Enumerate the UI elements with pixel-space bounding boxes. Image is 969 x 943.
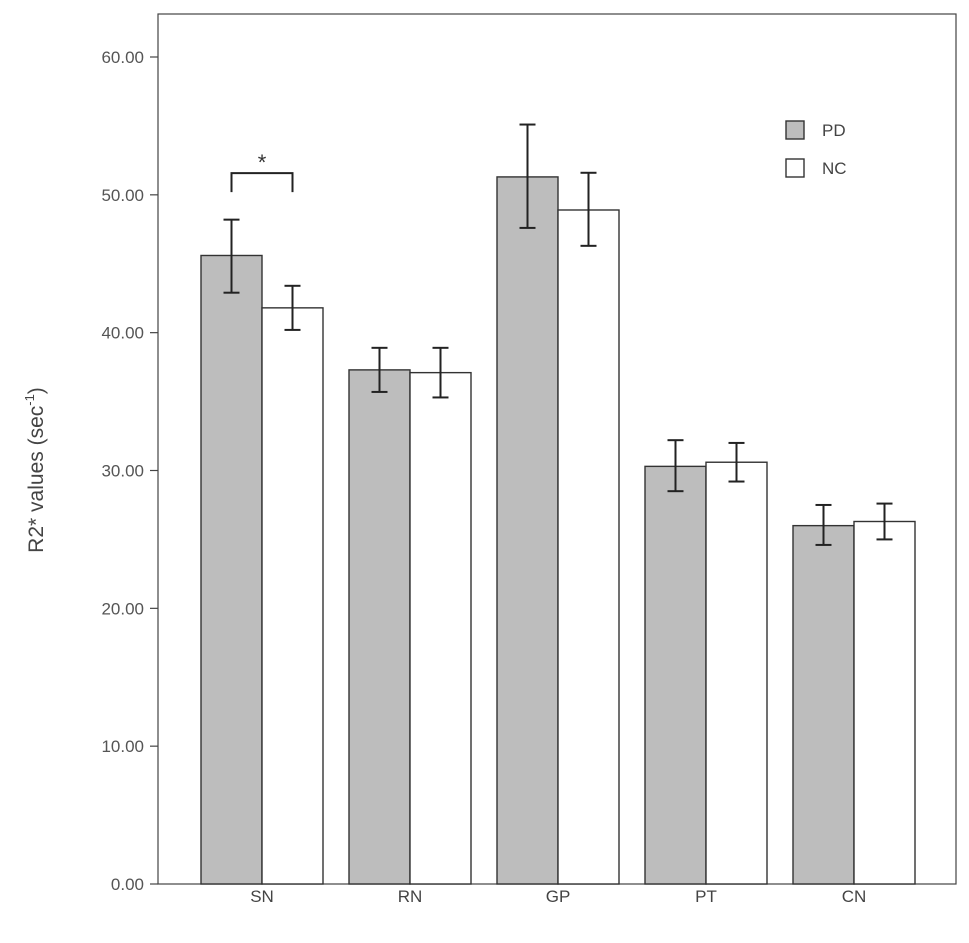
legend-label-pd: PD	[822, 121, 846, 140]
bar-nc-sn	[261, 307, 324, 885]
x-tick-label: PT	[695, 887, 717, 906]
bar-nc-rn	[409, 371, 472, 885]
y-axis: 0.00 10.00 20.00 30.00 40.00 50.00 60.00	[101, 48, 158, 894]
y-tick-label: 20.00	[101, 599, 144, 618]
y-axis-title-close: )	[25, 387, 48, 394]
legend-swatch-pd	[785, 120, 805, 140]
legend: PD NC	[785, 120, 847, 178]
x-tick-label: RN	[398, 887, 423, 906]
bar-nc-gp	[557, 209, 620, 885]
y-axis-title-main: R2* values (sec	[25, 406, 48, 553]
error-bars	[223, 123, 893, 546]
x-tick-label: GP	[546, 887, 571, 906]
y-tick-label: 10.00	[101, 737, 144, 756]
y-tick-label: 40.00	[101, 324, 144, 343]
x-axis-categories: SN RN GP PT CN	[250, 887, 866, 906]
significance-marker: *	[258, 150, 267, 175]
bar-nc-pt	[705, 461, 768, 885]
y-tick-label: 0.00	[111, 875, 144, 894]
bar-pd-cn	[792, 524, 855, 885]
y-axis-title: R2* values (sec-1)	[22, 387, 48, 553]
bar-nc-cn	[853, 520, 916, 885]
y-tick-label: 50.00	[101, 186, 144, 205]
y-tick-label: 60.00	[101, 48, 144, 67]
bar-pd-gp	[496, 176, 559, 885]
bar-pd-pt	[644, 465, 707, 885]
bars	[200, 176, 916, 885]
bar-pd-rn	[348, 369, 411, 885]
x-tick-label: CN	[842, 887, 867, 906]
significance-bracket	[230, 172, 294, 193]
significance-annotations: *	[230, 150, 294, 193]
legend-label-nc: NC	[822, 159, 847, 178]
y-axis-title-superscript: -1	[22, 394, 37, 406]
y-tick-label: 30.00	[101, 462, 144, 481]
x-tick-label: SN	[250, 887, 274, 906]
bar-pd-sn	[200, 254, 263, 885]
legend-swatch-nc	[785, 158, 805, 178]
